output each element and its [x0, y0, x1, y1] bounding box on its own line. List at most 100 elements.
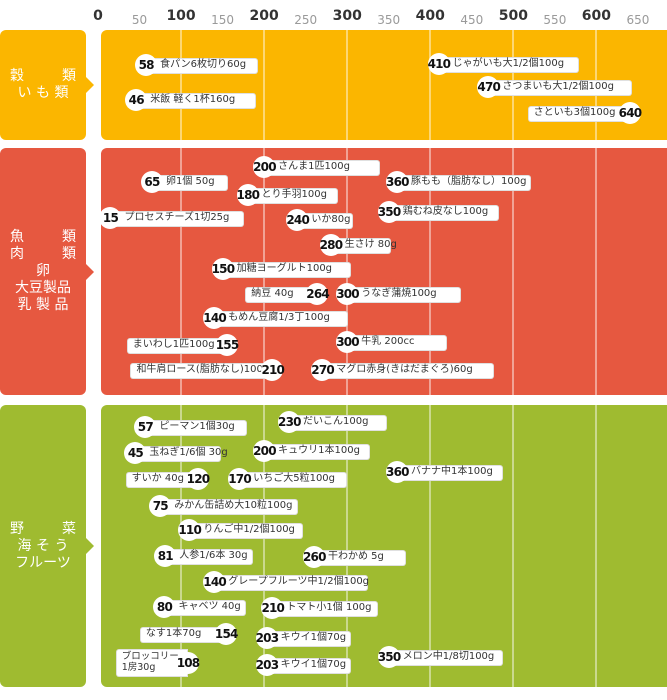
- group-label-line: 海 そ う: [17, 537, 69, 554]
- calorie-marker: 150: [211, 258, 235, 280]
- gridline: [429, 148, 432, 395]
- calorie-marker: 203: [255, 627, 279, 649]
- calorie-marker: 350: [377, 646, 401, 668]
- calorie-marker: 640: [618, 102, 642, 124]
- food-label: キウイ1個70g: [280, 632, 347, 643]
- group-arrow-grain: [86, 77, 94, 93]
- axis-tick-major: 500: [498, 8, 528, 24]
- calorie-marker: 410: [427, 53, 451, 75]
- food-label: いちご大5粒100g: [253, 473, 336, 484]
- calorie-marker: 203: [255, 654, 279, 676]
- axis-tick-major: 100: [166, 8, 196, 24]
- food-label: キウイ1個70g: [280, 659, 347, 670]
- calorie-marker: 65: [140, 171, 163, 193]
- food-label: なす1本70g: [145, 628, 202, 639]
- calorie-marker: 270: [311, 359, 335, 381]
- group-label-line: 野 菜: [10, 520, 76, 537]
- group-label-line: い も 類: [17, 85, 69, 101]
- calorie-marker: 350: [377, 201, 401, 223]
- calorie-marker: 45: [124, 442, 147, 464]
- group-label-protein: 魚 類肉 類卵大豆製品乳 製 品: [0, 148, 86, 395]
- group-label-grain: 穀 類い も 類: [0, 30, 86, 140]
- calorie-marker: 81: [154, 545, 177, 567]
- group-label-line: 肉 類: [10, 246, 76, 262]
- calorie-marker: 240: [286, 209, 310, 231]
- calorie-marker: 46: [125, 89, 148, 111]
- calorie-marker: 200: [253, 156, 277, 178]
- gridline: [180, 30, 183, 140]
- group-label-veg: 野 菜海 そ うフルーツ: [0, 405, 86, 687]
- food-label: いか80g: [311, 214, 351, 225]
- group-label-line: 魚 類: [10, 229, 76, 245]
- gridline: [180, 405, 183, 687]
- food-label: さつまいも大1/2個100g: [502, 81, 614, 92]
- calorie-marker: 230: [278, 411, 302, 433]
- food-label: メロン中1/8切100g: [402, 651, 495, 662]
- food-label: ブロッコリー 1房30g: [121, 651, 179, 673]
- axis-tick-major: 300: [332, 8, 362, 24]
- food-label: キャベツ 40g: [178, 601, 241, 612]
- gridline: [512, 148, 515, 395]
- gridline: [180, 148, 183, 395]
- calorie-marker: 57: [134, 416, 157, 438]
- food-label: ピーマン1個30g: [159, 421, 235, 432]
- calorie-marker: 58: [135, 54, 158, 76]
- food-label: うなぎ蒲焼100g: [361, 288, 437, 299]
- food-label: 卵1個 50g: [165, 176, 215, 187]
- axis-tick-minor: 350: [377, 13, 401, 27]
- food-label: グレープフルーツ中1/2個100g: [228, 576, 370, 587]
- food-label: さといも3個100g: [533, 107, 616, 118]
- gridline: [595, 405, 598, 687]
- axis-tick-minor: 650: [626, 13, 650, 27]
- food-label: 人参1/6本 30g: [179, 550, 248, 561]
- food-label: 玉ねぎ1/6個 30g: [149, 447, 228, 458]
- calorie-marker: 170: [228, 468, 252, 490]
- calorie-marker: 260: [302, 546, 326, 568]
- food-label: 牛乳 200cc: [361, 336, 415, 347]
- axis-tick-major: 0: [93, 8, 103, 24]
- food-label: 和牛肩ロース(脂肪なし)100g: [136, 364, 270, 375]
- food-label: トマト小1個 100g: [286, 602, 372, 613]
- food-label: マグロ赤身(きはだまぐろ)60g: [336, 364, 473, 375]
- gridline: [429, 30, 432, 140]
- calorie-marker: 300: [336, 283, 360, 305]
- item-label-box: [115, 649, 188, 677]
- calorie-marker: 120: [186, 468, 210, 490]
- gridline: [346, 30, 349, 140]
- calorie-marker: 360: [386, 461, 410, 483]
- gridline: [595, 148, 598, 395]
- group-arrow-protein: [86, 263, 94, 280]
- axis-tick-major: 600: [581, 8, 612, 24]
- calorie-marker: 470: [477, 76, 501, 98]
- calorie-marker: 155: [215, 334, 239, 356]
- food-label: みかん缶詰め大10粒100g: [174, 500, 293, 511]
- calorie-marker: 140: [203, 307, 227, 329]
- food-label: 鶏むね皮なし100g: [402, 206, 489, 217]
- food-label: すいか 40g: [131, 473, 184, 484]
- calorie-marker: 140: [203, 571, 227, 593]
- food-label: もめん豆腐1/3丁100g: [228, 312, 330, 323]
- food-label: バナナ中1本100g: [411, 466, 493, 477]
- food-label: 米飯 軽く1杯160g: [150, 94, 236, 105]
- food-label: とり手羽100g: [261, 189, 327, 200]
- axis-tick-minor: 450: [460, 13, 484, 27]
- calorie-marker: 210: [261, 597, 285, 619]
- calorie-marker: 108: [176, 652, 200, 674]
- food-label: じゃがいも大1/2個100g: [452, 58, 565, 69]
- gridline: [346, 405, 349, 687]
- axis-tick-minor: 250: [294, 13, 318, 27]
- gridline: [263, 30, 266, 140]
- axis-tick-minor: 150: [211, 13, 235, 27]
- calorie-marker: 280: [319, 234, 343, 256]
- gridline: [429, 405, 432, 687]
- food-label: 食パン6枚切り60g: [160, 59, 247, 70]
- group-label-line: フルーツ: [15, 554, 71, 571]
- axis-tick-major: 400: [415, 8, 445, 24]
- group-label-line: 大豆製品: [15, 280, 71, 296]
- group-label-line: 乳 製 品: [17, 297, 69, 313]
- food-label: 豚もも（脂肪なし）100g: [411, 176, 527, 187]
- calorie-marker: 15: [99, 207, 122, 229]
- food-label: だいこん100g: [303, 416, 369, 427]
- food-label: 生さけ 80g: [344, 239, 397, 250]
